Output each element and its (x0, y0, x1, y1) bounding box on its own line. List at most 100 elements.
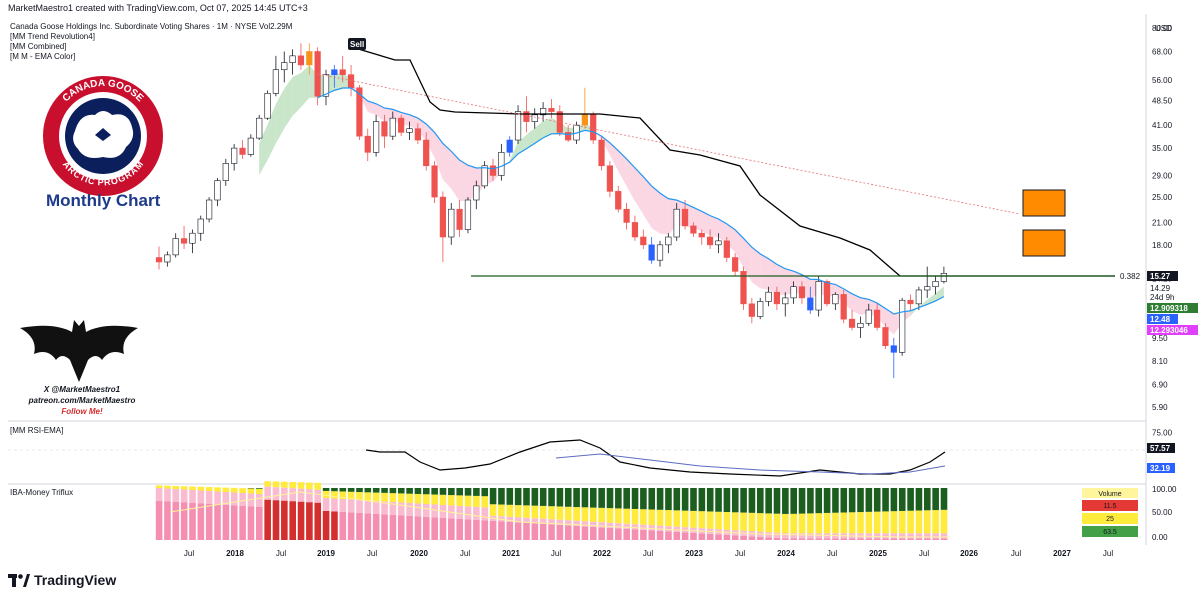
triflux-bar (381, 488, 388, 493)
candle-body (289, 55, 296, 63)
y-tick-label: 6.90 (1152, 380, 1168, 389)
candle-body (314, 51, 321, 97)
triflux-bar (322, 510, 330, 540)
triflux-bar (882, 538, 889, 540)
triflux-bar (924, 538, 931, 540)
triflux-bar (765, 513, 772, 533)
triflux-tick-label: 0.00 (1152, 533, 1168, 542)
candle-body (389, 117, 396, 137)
indicator-2[interactable]: [MM Combined] (10, 42, 67, 51)
volume-legend-value: 25 (1106, 516, 1114, 523)
tradingview-brand[interactable]: TradingView (8, 572, 116, 588)
candle-body (823, 281, 831, 305)
triflux-bar (590, 526, 597, 540)
candle-body (464, 199, 472, 230)
triflux-bar (782, 538, 789, 540)
triflux-bar (331, 488, 338, 492)
y-tick-label: 25.00 (1152, 193, 1173, 202)
triflux-bar (690, 488, 697, 511)
triflux-bar (640, 509, 647, 525)
trend-cloud (626, 158, 635, 202)
triflux-bar (272, 500, 280, 540)
triflux-bar (381, 501, 388, 515)
indicator-1[interactable]: [MM Trend Revolution4] (10, 32, 95, 41)
symbol-line[interactable]: Canada Goose Holdings Inc. Subordinate V… (10, 22, 293, 31)
triflux-bar (640, 529, 647, 540)
triflux-bar (907, 510, 914, 534)
triflux-bar (690, 510, 697, 528)
triflux-bar (598, 488, 605, 508)
trend-cloud (300, 65, 310, 108)
triflux-bar (581, 488, 589, 508)
triflux-bar (790, 488, 797, 514)
candle-body (673, 208, 680, 238)
triflux-bar (155, 488, 163, 501)
triflux-bar (573, 488, 580, 508)
triflux-bar (506, 488, 514, 505)
triflux-bar (523, 505, 530, 518)
triflux-bar (648, 509, 656, 526)
triflux-pane-title[interactable]: IBA-Money Triflux (10, 488, 74, 497)
trend-cloud (284, 76, 293, 129)
triflux-bar (389, 493, 397, 502)
triflux-bar (331, 491, 338, 499)
triflux-bar (723, 534, 731, 540)
triflux-bar (581, 521, 589, 527)
triflux-bar (924, 510, 931, 534)
triflux-bar (673, 488, 681, 511)
triflux-bar (372, 500, 380, 514)
triflux-bar (773, 532, 781, 538)
price-tag-bg (1147, 314, 1178, 324)
triflux-bar (915, 510, 923, 534)
triflux-bar (322, 497, 330, 511)
volume-legend-value: 11.5 (1103, 503, 1116, 510)
triflux-bar (372, 488, 380, 493)
triflux-bar (606, 522, 614, 528)
triflux-bar (397, 515, 405, 540)
indicator-3[interactable]: [M M - EMA Color] (10, 52, 76, 61)
candle-body (590, 114, 597, 141)
triflux-bar (214, 491, 221, 505)
triflux-bar (873, 538, 881, 540)
triflux-bar (456, 505, 463, 519)
candle-body (681, 208, 689, 227)
triflux-tick-label: 100.00 (1152, 485, 1177, 494)
triflux-bar (306, 502, 313, 540)
candle-body (598, 139, 605, 167)
trend-cloud (634, 167, 644, 215)
triflux-bar (807, 533, 814, 539)
candle-body (790, 286, 797, 299)
triflux-bar (615, 508, 622, 524)
triflux-bar (264, 481, 271, 487)
tradingview-logo-icon (8, 573, 30, 587)
x-tick-label: Jul (643, 549, 653, 558)
triflux-bar (932, 538, 939, 540)
triflux-bar (873, 533, 881, 539)
x-tick-label: Jul (184, 549, 194, 558)
triflux-signal-line (169, 491, 950, 538)
rsi-pane-title[interactable]: [MM RSI-EMA] (10, 426, 64, 435)
price-tag-label: 12.293046 (1150, 326, 1188, 335)
triflux-bar (506, 516, 514, 522)
triflux-bar (239, 505, 246, 540)
currency-label[interactable]: USD (1155, 24, 1172, 33)
candle-body (514, 111, 522, 141)
candle-body (865, 309, 872, 324)
triflux-bar (890, 511, 898, 534)
triflux-tick-label: 50.00 (1152, 508, 1173, 517)
triflux-bar (423, 494, 430, 504)
triflux-bar (590, 521, 597, 527)
triflux-bar (431, 488, 438, 495)
trend-cloud (735, 229, 744, 268)
triflux-bar (414, 516, 422, 540)
triflux-bar (681, 510, 689, 528)
triflux-bar (898, 538, 906, 540)
triflux-bar (164, 488, 171, 502)
triflux-bar (857, 512, 864, 534)
triflux-bar (740, 488, 747, 513)
triflux-bar (498, 488, 505, 505)
triflux-bar (840, 488, 848, 513)
x-tick-label: 2021 (502, 549, 520, 558)
